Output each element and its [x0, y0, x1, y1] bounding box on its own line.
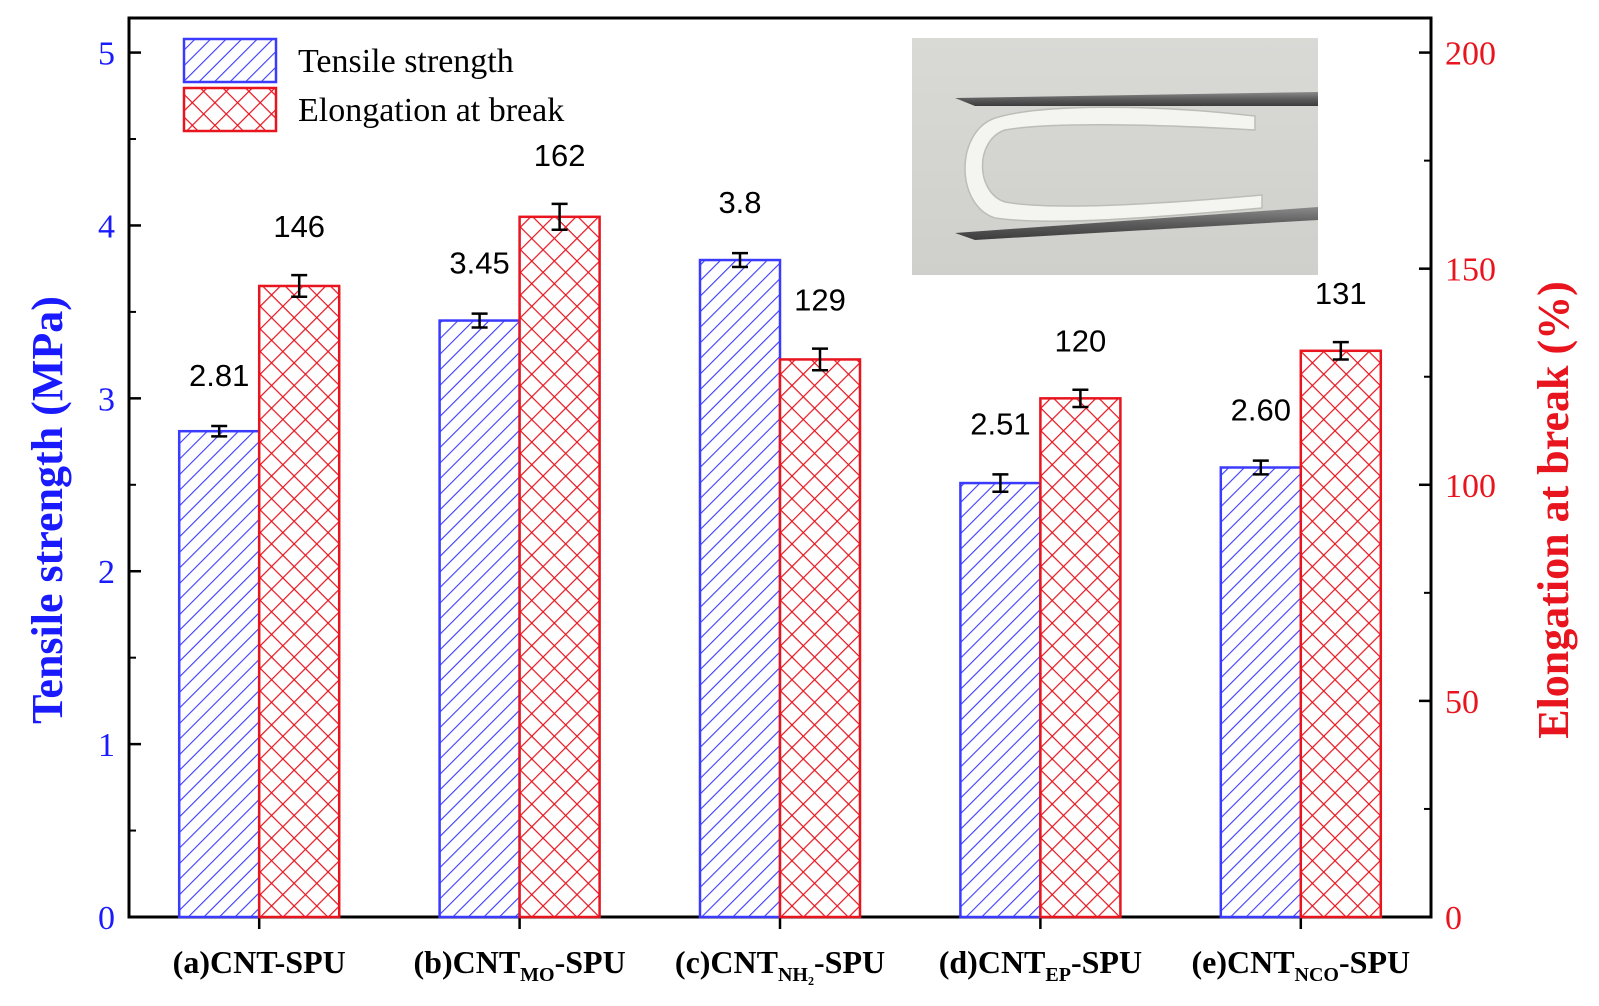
- legend: Tensile strength Elongation at break: [182, 37, 564, 133]
- bar-elongation: [257, 284, 341, 919]
- data-label-tensile: 2.51: [970, 406, 1030, 441]
- bar-tensile-strength: [438, 319, 521, 919]
- data-label-tensile: 3.45: [449, 246, 509, 281]
- y-left-tick-label: 4: [98, 208, 115, 245]
- x-tick-label: (a)CNT-SPU: [173, 944, 346, 980]
- legend-swatch-tensile: [182, 37, 278, 84]
- bar-elongation: [778, 358, 862, 919]
- bar-elongation: [1039, 397, 1122, 919]
- y-axis-right-title: Elongation at break (%): [1529, 281, 1578, 739]
- inset-photo: [912, 38, 1318, 275]
- bar-tensile-strength: [177, 429, 261, 919]
- y-right-tick-label: 150: [1445, 252, 1496, 289]
- data-label-elongation: 120: [1055, 324, 1107, 359]
- data-label-tensile: 3.8: [718, 185, 761, 220]
- x-tick-label: (e)CNTNCO-SPU: [1191, 944, 1410, 986]
- x-tick-label: (b)CNTMO-SPU: [413, 944, 625, 986]
- y-right-tick-label: 100: [1445, 468, 1496, 505]
- bars-layer: [177, 215, 1383, 919]
- x-tick-label: (c)CNTNH₂-SPU: [675, 944, 885, 986]
- data-label-elongation: 129: [794, 283, 846, 318]
- legend-label-elongation: Elongation at break: [298, 92, 564, 129]
- legend-swatch-elongation: [182, 86, 278, 133]
- y-left-tick-label: 5: [98, 36, 115, 73]
- data-label-elongation: 162: [534, 138, 586, 173]
- y-left-tick-label: 3: [98, 381, 115, 418]
- bar-elongation: [1299, 349, 1383, 919]
- data-label-tensile: 2.81: [189, 358, 249, 393]
- bar-tensile-strength: [698, 258, 782, 919]
- y-left-tick-label: 1: [98, 727, 115, 764]
- y-right-tick-label: 50: [1445, 684, 1479, 721]
- bar-tensile-strength: [1219, 466, 1303, 919]
- y-right-tick-label: 200: [1445, 36, 1496, 73]
- y-left-tick-label: 2: [98, 554, 115, 591]
- x-tick-label: (d)CNTEP-SPU: [939, 944, 1142, 986]
- y-axis-left-title: Tensile strength (MPa): [23, 296, 72, 724]
- bar-elongation: [518, 215, 601, 919]
- data-label-tensile: 2.60: [1231, 393, 1291, 428]
- data-label-elongation: 146: [273, 209, 325, 244]
- legend-label-tensile: Tensile strength: [298, 43, 514, 80]
- data-labels-layer: 2.81 146 3.45 162 3.8 129 2.51 120 2.60 131: [189, 138, 1367, 442]
- error-bars-layer: [211, 202, 1349, 493]
- bar-tensile-strength: [959, 481, 1042, 919]
- data-label-elongation: 131: [1315, 276, 1367, 311]
- y-left-tick-label: 0: [98, 900, 115, 937]
- y-right-tick-label: 0: [1445, 900, 1462, 937]
